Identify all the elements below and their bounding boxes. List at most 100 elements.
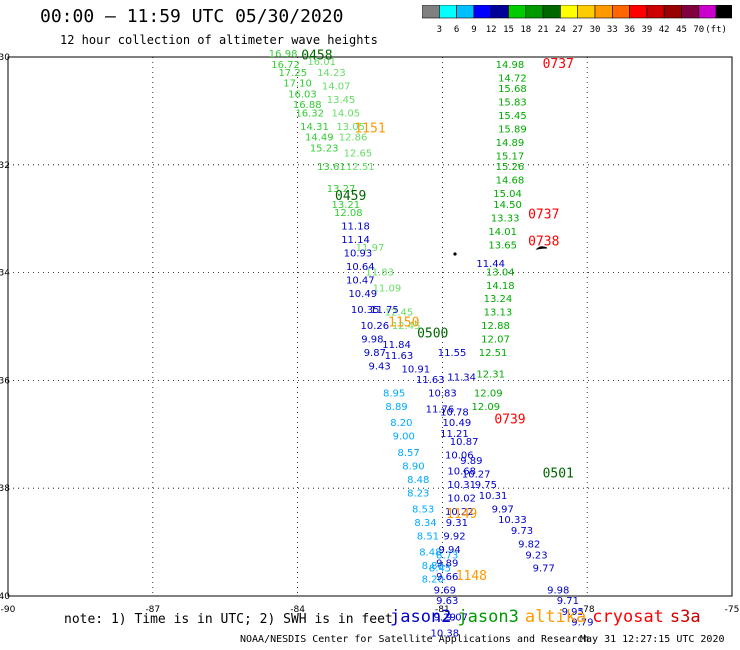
wave-height-value: 8.20 bbox=[390, 418, 412, 429]
chart-subtitle: 12 hour collection of altimeter wave hei… bbox=[60, 33, 378, 47]
wave-height-value: 12.51 bbox=[479, 348, 508, 359]
wave-height-value: 15.45 bbox=[498, 111, 527, 122]
wave-height-value: 14.72 bbox=[498, 73, 527, 84]
wave-height-value: 14.07 bbox=[322, 81, 351, 92]
wave-height-value: 8.51 bbox=[417, 531, 439, 542]
wave-height-value: 12.51 bbox=[346, 162, 375, 173]
wave-height-value: 9.75 bbox=[475, 480, 497, 491]
wave-height-value: 9.63 bbox=[436, 596, 458, 607]
wave-height-value: 10.31 bbox=[447, 480, 476, 491]
wave-height-value: 10.06 bbox=[445, 451, 474, 462]
pass-time-label: 1148 bbox=[456, 569, 487, 584]
wave-height-value: 14.23 bbox=[317, 68, 346, 79]
wave-height-value: 10.47 bbox=[346, 275, 375, 286]
map-frame bbox=[7, 56, 733, 597]
wave-height-value: 16.32 bbox=[295, 108, 324, 119]
x-tick-label: -87 bbox=[145, 605, 160, 615]
color-scale-legend: 3 6 9 12 15 18 21 24 27 30 33 36 39 42 45 70 (ft) bbox=[422, 5, 732, 35]
wave-height-value: 8.57 bbox=[397, 448, 419, 459]
wave-height-value: 12.45 bbox=[385, 308, 414, 319]
wave-height-value: 14.68 bbox=[496, 176, 525, 187]
wave-height-value: 10.02 bbox=[447, 494, 476, 505]
wave-height-value: 10.49 bbox=[443, 418, 472, 429]
wave-height-value: 9.79 bbox=[571, 618, 593, 629]
wave-height-value: 12.09 bbox=[472, 402, 501, 413]
wave-height-value: 8.90 bbox=[402, 461, 424, 472]
wave-height-value: 9.89 bbox=[460, 456, 482, 467]
x-tick-label: -78 bbox=[580, 605, 595, 615]
legend-label: 24 bbox=[555, 25, 566, 35]
x-tick-label: -75 bbox=[725, 605, 740, 615]
wave-height-value: 10.26 bbox=[361, 321, 390, 332]
wave-height-value: 13.04 bbox=[486, 267, 515, 278]
legend-label: 33 bbox=[607, 25, 618, 35]
wave-height-value: 15.89 bbox=[498, 124, 527, 135]
x-tick-label: -90 bbox=[1, 605, 16, 615]
y-tick-label: -38 bbox=[0, 484, 10, 494]
y-tick-label: -30 bbox=[0, 53, 10, 63]
wave-height-value: 12.65 bbox=[344, 149, 373, 160]
wave-height-value: 16.88 bbox=[293, 100, 322, 111]
y-tick-label: -32 bbox=[0, 161, 10, 171]
wave-height-value: 8.45 bbox=[429, 564, 451, 575]
legend-label: 6 bbox=[454, 25, 459, 35]
wave-height-value: 17.25 bbox=[278, 68, 307, 79]
wave-height-value: 12.45 bbox=[392, 321, 421, 332]
pass-time-label: 0737 bbox=[543, 57, 574, 72]
wave-height-value: 11.63 bbox=[385, 351, 414, 362]
wave-height-value: 14.31 bbox=[300, 122, 329, 133]
island-shape bbox=[453, 252, 457, 256]
y-tick-label: -40 bbox=[0, 592, 10, 602]
wave-height-value: 15.04 bbox=[493, 189, 522, 200]
chart-title: 00:00 – 11:59 UTC 05/30/2020 bbox=[40, 6, 344, 27]
wave-height-value: 13.13 bbox=[484, 308, 513, 319]
wave-height-value: 8.53 bbox=[412, 504, 434, 515]
wave-height-value: 16.98 bbox=[269, 49, 298, 60]
wave-height-value: 14.50 bbox=[493, 200, 522, 211]
wave-height-value: 9.98 bbox=[547, 585, 569, 596]
pass-time-label: 0500 bbox=[417, 326, 448, 341]
wave-height-value: 14.89 bbox=[496, 138, 525, 149]
wave-height-value: 9.98 bbox=[361, 335, 383, 346]
legend-label: 18 bbox=[520, 25, 531, 35]
legend-label: 3 bbox=[437, 25, 442, 35]
wave-height-value: 9.95 bbox=[562, 607, 584, 618]
y-tick-label: -34 bbox=[0, 269, 10, 279]
wave-height-value: 12.88 bbox=[481, 321, 510, 332]
wave-height-value: 12.08 bbox=[334, 208, 363, 219]
legend-label: 9 bbox=[471, 25, 476, 35]
wave-height-value: 9.73 bbox=[511, 526, 533, 537]
wave-height-value: 10.68 bbox=[447, 467, 476, 478]
wave-height-value: 15.23 bbox=[310, 143, 339, 154]
pass-time-label: 0501 bbox=[543, 466, 574, 481]
wave-height-value: 10.64 bbox=[346, 262, 375, 273]
wave-height-value: 12.86 bbox=[339, 133, 368, 144]
wave-height-value: 11.14 bbox=[341, 235, 370, 246]
satellite-label: jason2 bbox=[390, 607, 452, 627]
wave-height-value: 11.21 bbox=[440, 429, 469, 440]
wave-height-value: 16.01 bbox=[307, 57, 336, 68]
wave-height-value: 14.05 bbox=[332, 108, 361, 119]
wave-height-value: 8.20 bbox=[422, 575, 444, 586]
wave-height-value: 9.69 bbox=[434, 585, 456, 596]
wave-height-value: 12.07 bbox=[481, 335, 510, 346]
wave-height-value: 9.43 bbox=[369, 362, 391, 373]
satellite-label: altika bbox=[524, 607, 587, 627]
wave-height-value: 9.00 bbox=[393, 432, 415, 443]
wave-height-value: 8.95 bbox=[383, 389, 405, 400]
pass-time-label: 0739 bbox=[494, 413, 525, 428]
legend-label: 21 bbox=[538, 25, 549, 35]
wave-height-value: 8.34 bbox=[414, 518, 436, 529]
wave-height-value: 12.31 bbox=[476, 370, 505, 381]
wave-height-value: 11.55 bbox=[438, 348, 467, 359]
wave-height-value: 10.31 bbox=[479, 491, 508, 502]
wave-height-value: 15.83 bbox=[498, 98, 527, 109]
legend-label: 27 bbox=[572, 25, 583, 35]
legend-label: (ft) bbox=[705, 25, 727, 35]
wave-height-value: 11.76 bbox=[426, 405, 455, 416]
x-tick-label: -81 bbox=[435, 605, 450, 615]
wave-height-value: 10.35 bbox=[351, 305, 380, 316]
wave-height-value: 15.26 bbox=[496, 162, 525, 173]
footnote: note: 1) Time is in UTC; 2) SWH is in fe… bbox=[64, 612, 393, 627]
wave-height-value: 9.71 bbox=[557, 596, 579, 607]
